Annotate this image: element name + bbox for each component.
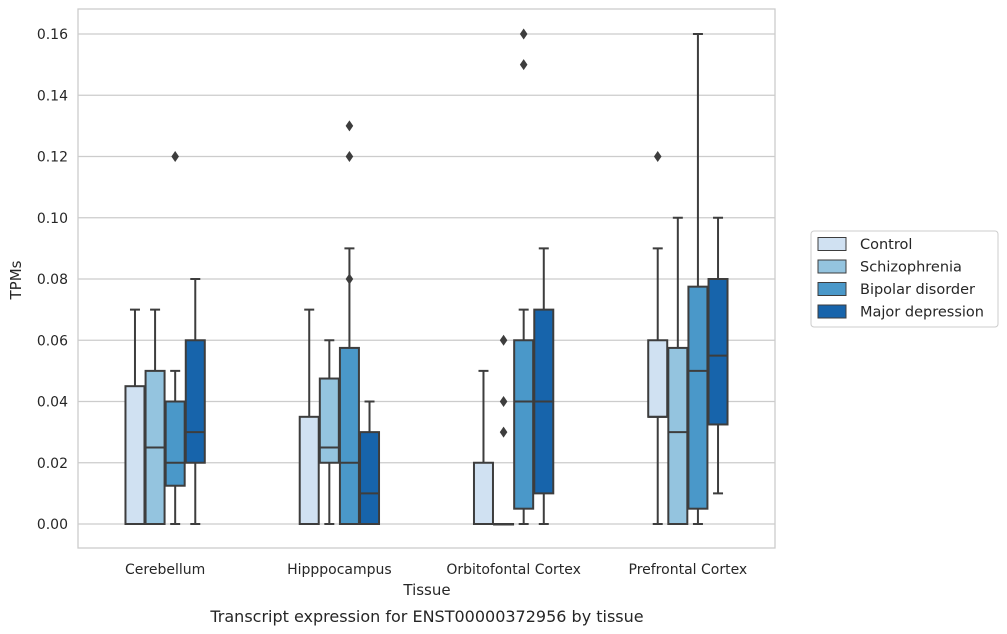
box-iqr	[513, 339, 535, 510]
y-tick-label: 0.16	[37, 27, 68, 43]
legend-label: Control	[860, 237, 912, 253]
legend-label: Bipolar disorder	[860, 282, 975, 298]
y-tick-label: 0.12	[37, 150, 68, 166]
y-tick-labels: 0.00 0.02 0.04 0.06 0.08 0.10 0.12 0.14 0.16	[37, 27, 68, 533]
outlier-point	[345, 273, 354, 285]
outlier-point	[519, 59, 528, 71]
x-tick-label: Hipppocampus	[287, 562, 392, 578]
outlier-point	[345, 151, 354, 162]
x-tick-labels: Cerebellum Hipppocampus Orbitofontal Corte…	[125, 562, 747, 578]
outlier-point	[171, 151, 179, 162]
legend-swatch	[817, 282, 847, 296]
box-iqr	[707, 278, 729, 426]
box-schizophrenia	[144, 308, 166, 525]
outlier-point	[499, 334, 508, 346]
y-axis-label: TPMs	[7, 260, 25, 300]
legend-label: Schizophrenia	[860, 260, 962, 276]
legend-swatch	[817, 259, 847, 274]
y-tick-label: 0.04	[37, 395, 68, 411]
plot-frame	[77, 8, 776, 549]
box-iqr	[359, 431, 381, 525]
legend-frame	[810, 230, 999, 328]
box-iqr	[164, 400, 186, 487]
box-plots	[124, 28, 729, 526]
box-iqr	[318, 377, 340, 464]
x-tick-label: Prefrontal Cortex	[629, 562, 748, 578]
box-iqr	[687, 285, 709, 510]
box-schizophrenia	[667, 216, 689, 525]
box-major-depression	[359, 400, 381, 525]
box-bipolar-disorder	[164, 151, 186, 525]
box-iqr	[124, 385, 146, 525]
box-schizophrenia	[318, 339, 340, 525]
outlier-point	[499, 426, 508, 438]
outlier-point	[519, 28, 528, 40]
y-tick-label: 0.14	[37, 88, 68, 104]
y-tick-label: 0.10	[37, 211, 68, 227]
x-tick-label: Orbitofontal Cortex	[446, 562, 581, 578]
outlier-point	[653, 151, 662, 162]
x-tick-label: Cerebellum	[125, 562, 205, 578]
box-iqr	[184, 339, 206, 464]
box-bipolar-disorder	[338, 120, 360, 525]
box-major-depression	[533, 247, 555, 525]
box-iqr	[667, 346, 689, 525]
box-control	[647, 151, 669, 525]
outlier-point	[345, 120, 354, 132]
box-major-depression	[707, 216, 729, 495]
y-tick-label: 0.08	[37, 272, 68, 288]
legend: Control Schizophrenia Bipolar disorder Majo…	[810, 230, 999, 328]
legend-label: Major depression	[860, 305, 984, 321]
box-bipolar-disorder	[513, 28, 535, 525]
y-tick-label: 0.06	[37, 333, 68, 349]
box-control	[124, 308, 146, 525]
box-bipolar-disorder	[687, 33, 709, 525]
box-control	[472, 369, 494, 525]
box-iqr	[472, 461, 494, 525]
box-major-depression	[184, 278, 206, 525]
legend-swatch	[817, 304, 847, 319]
legend-swatch	[817, 237, 847, 251]
box-schizophrenia	[493, 334, 515, 526]
chart-caption: Transcript expression for ENST0000037295…	[209, 607, 643, 626]
box-iqr	[338, 346, 360, 525]
box-iqr	[647, 339, 669, 418]
y-tick-label: 0.00	[37, 517, 68, 533]
outlier-point	[499, 396, 508, 407]
x-axis-label: Tissue	[402, 581, 450, 599]
box-control	[298, 308, 320, 525]
box-iqr	[298, 415, 320, 525]
y-tick-label: 0.02	[37, 456, 68, 472]
